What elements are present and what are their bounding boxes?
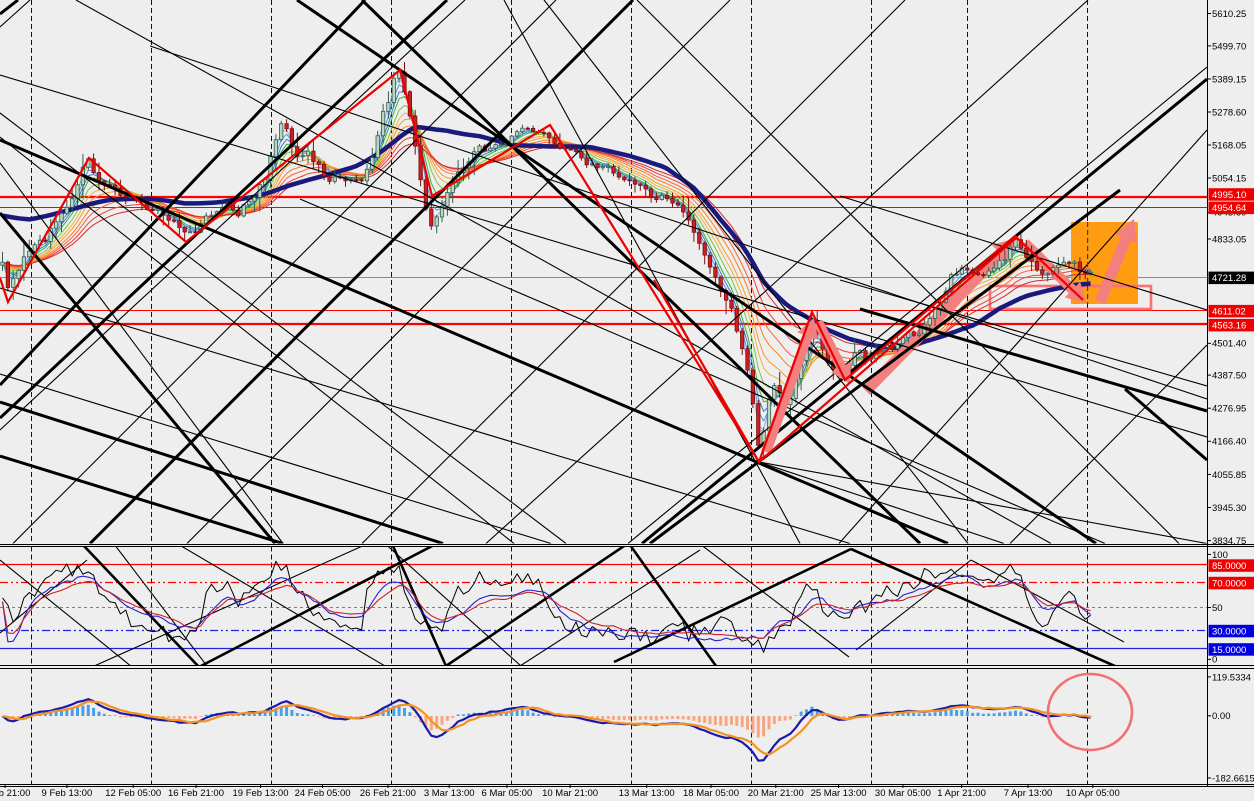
svg-text:4055.85: 4055.85 (1212, 470, 1246, 481)
svg-text:4954.64: 4954.64 (1212, 203, 1246, 214)
svg-text:-182.6615: -182.6615 (1212, 773, 1254, 784)
svg-text:25 Mar 13:00: 25 Mar 13:00 (811, 788, 867, 799)
svg-text:15.0000: 15.0000 (1212, 645, 1246, 656)
svg-text:20 Mar 21:00: 20 Mar 21:00 (748, 788, 804, 799)
svg-text:85.0000: 85.0000 (1212, 561, 1246, 572)
svg-text:10 Mar 21:00: 10 Mar 21:00 (542, 788, 598, 799)
svg-text:5278.60: 5278.60 (1212, 107, 1246, 118)
svg-text:3834.75: 3834.75 (1212, 536, 1246, 547)
svg-text:5389.15: 5389.15 (1212, 74, 1246, 85)
svg-text:0: 0 (1212, 655, 1217, 666)
svg-text:3 Mar 13:00: 3 Mar 13:00 (424, 788, 475, 799)
svg-text:4611.02: 4611.02 (1212, 307, 1246, 318)
svg-text:5054.15: 5054.15 (1212, 173, 1246, 184)
svg-text:19 Feb 13:00: 19 Feb 13:00 (233, 788, 289, 799)
svg-text:4563.16: 4563.16 (1212, 321, 1246, 332)
svg-text:4501.40: 4501.40 (1212, 339, 1246, 350)
svg-text:0.00: 0.00 (1212, 711, 1231, 722)
svg-text:5168.05: 5168.05 (1212, 140, 1246, 151)
svg-text:4995.10: 4995.10 (1212, 190, 1246, 201)
svg-text:50: 50 (1212, 603, 1223, 614)
svg-text:6 Mar 05:00: 6 Mar 05:00 (482, 788, 533, 799)
svg-text:4387.50: 4387.50 (1212, 371, 1246, 382)
svg-text:3945.30: 3945.30 (1212, 503, 1246, 514)
svg-text:7 Apr 13:00: 7 Apr 13:00 (1004, 788, 1053, 799)
svg-text:16 Feb 21:00: 16 Feb 21:00 (168, 788, 224, 799)
svg-text:5499.70: 5499.70 (1212, 41, 1246, 52)
svg-text:4721.28: 4721.28 (1212, 273, 1246, 284)
svg-text:5 Feb 21:00: 5 Feb 21:00 (0, 788, 30, 799)
svg-text:12 Feb 05:00: 12 Feb 05:00 (105, 788, 161, 799)
svg-text:9 Feb 13:00: 9 Feb 13:00 (42, 788, 93, 799)
svg-text:1 Apr 21:00: 1 Apr 21:00 (937, 788, 986, 799)
svg-text:30 Mar 05:00: 30 Mar 05:00 (875, 788, 931, 799)
svg-text:119.5334: 119.5334 (1212, 672, 1251, 683)
svg-text:24 Feb 05:00: 24 Feb 05:00 (295, 788, 351, 799)
svg-text:5610.25: 5610.25 (1212, 9, 1246, 20)
svg-text:10 Apr 05:00: 10 Apr 05:00 (1066, 788, 1120, 799)
svg-text:70.0000: 70.0000 (1212, 578, 1246, 589)
svg-text:26 Feb 21:00: 26 Feb 21:00 (360, 788, 416, 799)
svg-text:4276.95: 4276.95 (1212, 404, 1246, 415)
svg-text:4166.40: 4166.40 (1212, 437, 1246, 448)
svg-text:100: 100 (1212, 550, 1228, 561)
svg-text:30.0000: 30.0000 (1212, 626, 1246, 637)
svg-text:18 Mar 05:00: 18 Mar 05:00 (683, 788, 739, 799)
svg-text:4833.05: 4833.05 (1212, 234, 1246, 245)
svg-text:13 Mar 13:00: 13 Mar 13:00 (619, 788, 675, 799)
